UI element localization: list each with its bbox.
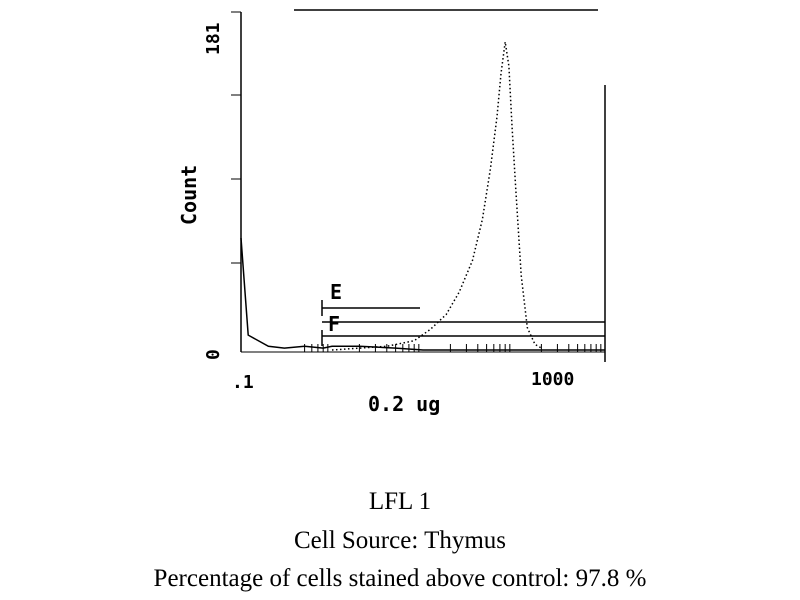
marker-gates <box>321 300 605 346</box>
x-tick-label-max: 1000 <box>531 369 574 390</box>
series-solid-curve <box>240 237 605 351</box>
x-tick-label-min: .1 <box>232 372 254 393</box>
marker-label-f: F <box>328 312 340 336</box>
y-tick-label-max: 181 <box>203 22 224 55</box>
x-axis-label: 0.2 ug <box>368 392 440 416</box>
marker-label-e: E <box>330 280 342 304</box>
caption-percentage: Percentage of cells stained above contro… <box>153 565 647 592</box>
y-tick-label-zero: 0 <box>203 349 224 360</box>
x-minor-ticks <box>304 344 602 352</box>
histogram-plot: E F Count 181 0 .1 1000 0.2 ug <box>177 9 606 416</box>
series-dotted-curve <box>331 41 542 351</box>
caption-title: LFL 1 <box>368 488 432 515</box>
y-axis-label: Count <box>177 165 201 225</box>
caption-cell-source: Cell Source: Thymus <box>293 527 507 554</box>
